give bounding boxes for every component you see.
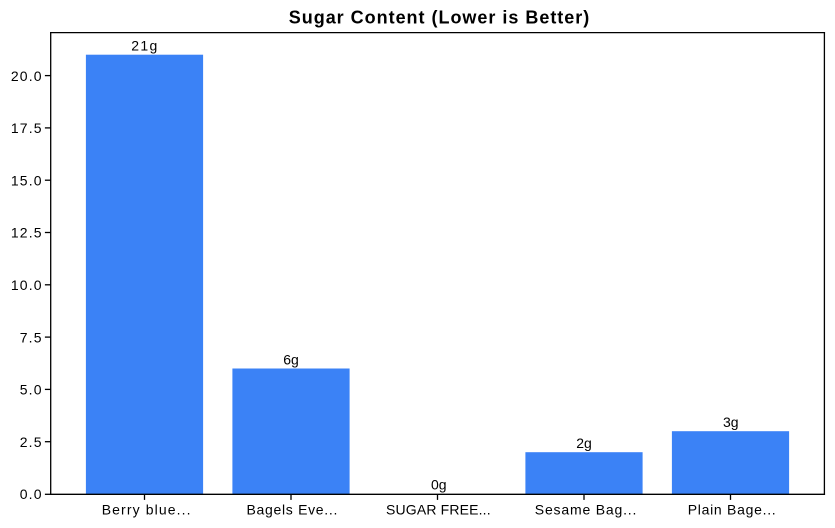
svg-text:Bagels Eve...: Bagels Eve... (246, 502, 337, 518)
svg-text:12.5: 12.5 (11, 225, 42, 241)
svg-text:2g: 2g (576, 435, 592, 451)
svg-text:2.5: 2.5 (20, 434, 42, 450)
svg-text:3g: 3g (723, 414, 739, 430)
svg-text:5.0: 5.0 (20, 382, 42, 398)
svg-text:0.0: 0.0 (20, 486, 42, 502)
svg-text:21g: 21g (131, 37, 157, 53)
svg-text:Plain Bage...: Plain Bage... (688, 502, 776, 518)
svg-text:Sesame Bag...: Sesame Bag... (535, 502, 637, 518)
svg-text:7.5: 7.5 (20, 329, 42, 345)
svg-text:SUGAR FREE...: SUGAR FREE... (386, 502, 491, 518)
svg-text:6g: 6g (283, 351, 299, 367)
svg-text:0g: 0g (431, 477, 447, 493)
svg-text:20.0: 20.0 (11, 68, 42, 84)
svg-text:Berry blue...: Berry blue... (102, 502, 191, 518)
svg-text:17.5: 17.5 (11, 120, 42, 136)
svg-text:15.0: 15.0 (11, 172, 42, 188)
svg-text:10.0: 10.0 (11, 277, 42, 293)
svg-text:Sugar Content (Lower is Better: Sugar Content (Lower is Better) (289, 8, 590, 28)
